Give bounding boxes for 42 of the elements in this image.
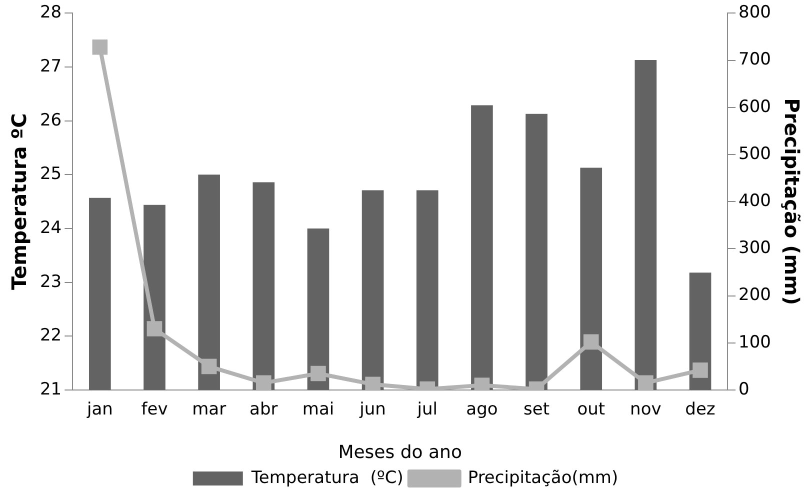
x-tick-label: set <box>524 400 550 420</box>
x-tick-label: jun <box>358 400 386 420</box>
y-tick-label: 24 <box>40 218 62 238</box>
y-tick-label: 27 <box>40 56 62 76</box>
point <box>146 321 162 336</box>
x-tick-label: mai <box>302 400 334 420</box>
point <box>310 366 326 382</box>
x-tick-label: mar <box>192 400 226 420</box>
point <box>92 39 108 55</box>
x-tick-label: dez <box>685 400 716 420</box>
y-tick-label: 28 <box>40 2 62 23</box>
legend-label: Precipitação(mm) <box>468 468 618 488</box>
y2-tick-label: 400 <box>738 191 772 212</box>
y-tick-label: 26 <box>40 110 62 130</box>
x-tick-label: jan <box>86 400 113 420</box>
x-axis-title: Meses do ano <box>338 442 462 463</box>
x-tick-label: abr <box>250 400 278 420</box>
x-tick-label: fev <box>141 400 168 420</box>
x-tick-label: jul <box>416 400 438 420</box>
y2-tick-label: 0 <box>738 379 750 400</box>
y-axis-title: Temperatura ºC <box>7 113 32 290</box>
point <box>692 362 708 378</box>
legend-label: Temperatura (ºC) <box>250 468 404 488</box>
y2-tick-label: 700 <box>738 50 772 70</box>
y2-tick-label: 800 <box>738 2 772 23</box>
point <box>201 358 217 374</box>
y2-tick-label: 100 <box>738 332 772 352</box>
y2-tick-label: 300 <box>738 238 772 258</box>
y-tick-label: 23 <box>40 272 62 292</box>
y-tick-label: 25 <box>40 164 62 184</box>
y-tick-label: 22 <box>40 326 62 346</box>
point <box>638 375 654 390</box>
point <box>583 334 599 350</box>
point <box>256 375 272 390</box>
y2-tick-label: 600 <box>738 96 772 117</box>
x-tick-label: ago <box>466 400 498 420</box>
y2-tick-label: 500 <box>738 144 772 164</box>
y2-axis-title: Precipitação (mm) <box>780 98 804 306</box>
y-tick-label: 21 <box>40 379 62 400</box>
x-tick-label: out <box>577 400 606 420</box>
x-tick-label: nov <box>630 400 662 420</box>
y2-tick-label: 200 <box>738 285 772 306</box>
